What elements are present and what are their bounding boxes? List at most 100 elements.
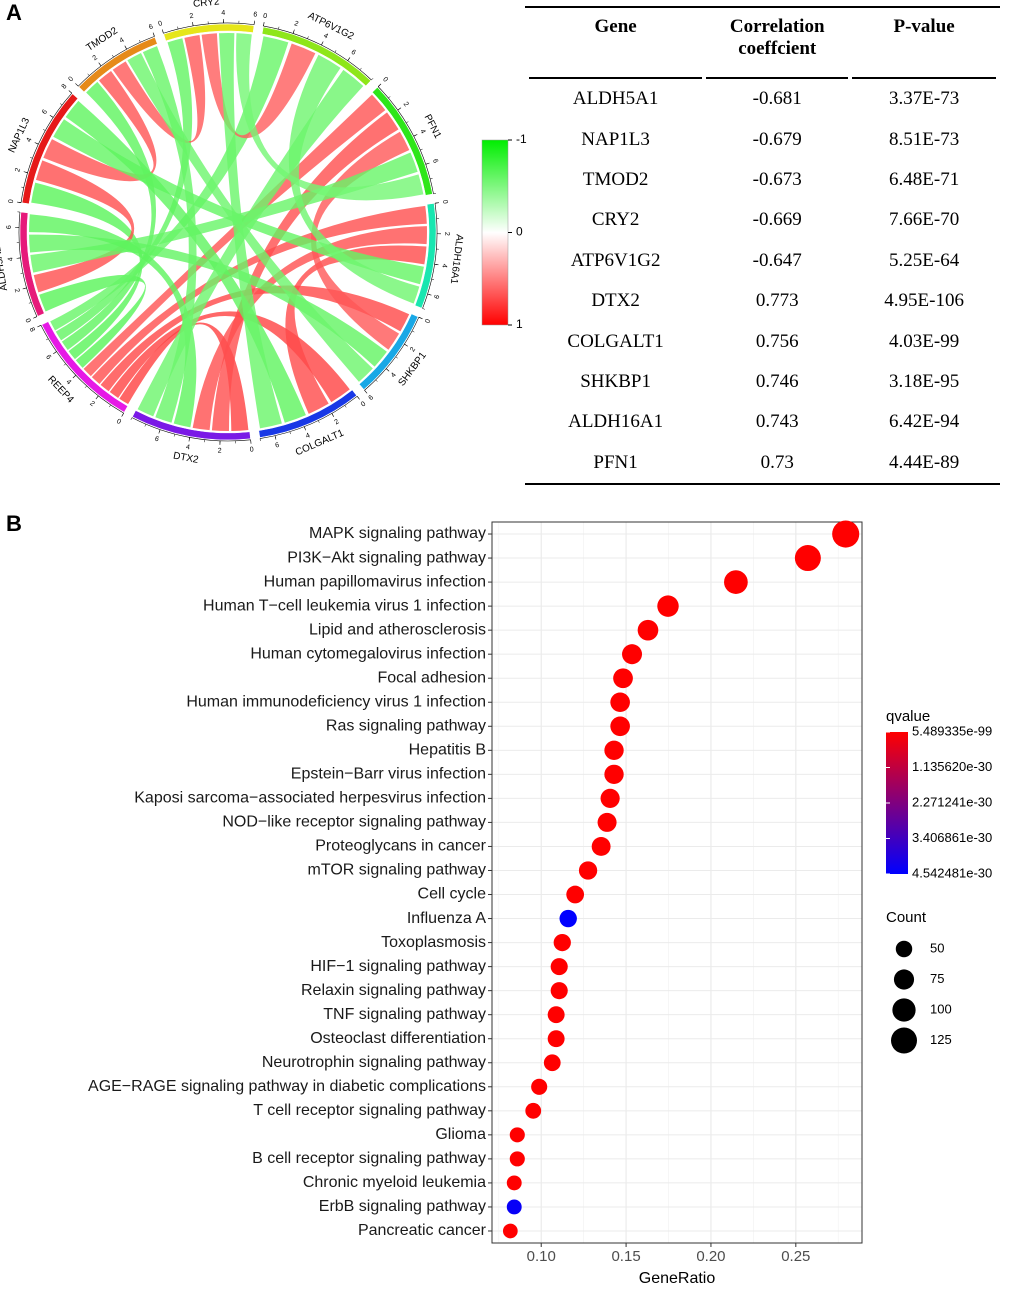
dot — [724, 570, 748, 594]
tick-label: 4 — [322, 32, 329, 40]
table-body: ALDH5A1 -0.681 3.37E-73 NAP1L3 -0.679 8.51E-7… — [529, 79, 996, 483]
y-tick-label: NOD−like receptor signaling pathway — [222, 814, 486, 831]
minor-tick — [84, 385, 87, 389]
table-cell: 5.25E-64 — [889, 249, 960, 271]
tick-mark — [274, 435, 277, 440]
table-row: NAP1L3 -0.679 8.51E-73 — [529, 119, 996, 159]
tick-mark — [292, 29, 295, 34]
legend-dot — [890, 1027, 918, 1054]
tick-mark — [161, 29, 164, 34]
minor-tick — [406, 121, 409, 124]
sector-arc — [19, 211, 45, 317]
tick-mark — [377, 83, 382, 87]
tick-mark — [152, 32, 155, 37]
minor-tick — [371, 77, 374, 81]
tick-mark — [418, 316, 423, 320]
sector-label: ALDH16A1 — [448, 234, 465, 285]
dot — [547, 1030, 565, 1048]
tick-label: 0 — [157, 20, 163, 28]
dot — [637, 619, 659, 641]
tick-label: 4 — [305, 432, 311, 440]
sector-label: SHKBP1 — [396, 350, 429, 389]
minor-tick — [430, 178, 433, 180]
table-cell: PFN1 — [593, 451, 638, 473]
y-tick-label: Human immunodeficiency virus 1 infection — [186, 693, 486, 710]
tick-label: 4 — [185, 444, 190, 452]
tick-label: 8 — [61, 83, 69, 91]
legend-title: qvalue — [886, 708, 930, 725]
sector-label: PFN1 — [422, 113, 444, 141]
sector-label: NAP1L3 — [7, 116, 33, 155]
table-cell: 6.42E-94 — [889, 411, 960, 433]
minor-tick — [63, 363, 66, 366]
table-row: ALDH16A1 0.743 6.42E-94 — [529, 402, 996, 442]
y-tick-label: Proteoglycans in cancer — [315, 838, 486, 855]
table-row: PFN1 0.73 4.44E-89 — [529, 443, 996, 483]
tick-label: 6 — [41, 109, 49, 116]
chord-link — [137, 69, 364, 417]
tick-label: 2 — [218, 448, 222, 455]
y-tick-label: AGE−RAGE signaling pathway in diabetic c… — [88, 1078, 486, 1095]
minor-tick — [87, 73, 90, 76]
minor-tick — [139, 39, 141, 43]
y-tick-label: mTOR signaling pathway — [308, 862, 486, 879]
y-tick-label: HIF−1 signaling pathway — [310, 958, 486, 975]
x-axis-title: GeneRatio — [639, 1270, 716, 1287]
minor-tick — [422, 308, 425, 310]
table-header-cell: P-value — [852, 8, 996, 79]
dot — [550, 982, 568, 1000]
tick-label: 2 — [14, 167, 22, 173]
y-tick-label: Hepatitis B — [409, 742, 486, 759]
tick-mark — [33, 316, 38, 319]
dot — [506, 1199, 522, 1215]
tick-label: 2 — [334, 418, 341, 426]
table-cell: 0.73 — [760, 451, 794, 473]
y-tick-label: Glioma — [435, 1126, 486, 1143]
x-tick-label: 0.25 — [781, 1248, 810, 1265]
table-row: ATP6V1G2 -0.647 5.25E-64 — [529, 241, 996, 281]
chord-link — [218, 32, 282, 429]
chord-link — [31, 182, 143, 360]
table-cell: -0.673 — [752, 168, 802, 190]
sector-axis — [40, 325, 124, 414]
y-tick-label: Relaxin signaling pathway — [301, 982, 486, 999]
minor-tick — [144, 424, 147, 427]
sector-arc — [21, 93, 79, 205]
y-tick-label: Ras signaling pathway — [326, 718, 486, 735]
plot-background — [492, 522, 862, 1243]
table-cell: -0.647 — [752, 249, 802, 271]
table-cell: CRY2 — [591, 209, 640, 231]
dot — [509, 1127, 525, 1143]
dot — [613, 668, 633, 689]
tick-mark — [95, 395, 99, 400]
tick-label: 0 — [441, 199, 448, 204]
table-header-cell: Correlation coeffcient — [706, 8, 849, 79]
dot — [597, 812, 617, 832]
table-cell: -0.669 — [752, 209, 802, 231]
chord-link — [39, 274, 146, 368]
sector-label: CRY2 — [193, 0, 221, 10]
sector-arc — [358, 313, 419, 390]
legend-dot — [892, 998, 916, 1022]
tick-label: 6 — [431, 158, 439, 164]
dot — [832, 520, 860, 548]
tick-label: 0 — [381, 76, 389, 84]
table-cell: 0.743 — [755, 411, 799, 433]
tick-label: 6 — [434, 294, 442, 300]
legend-label: 100 — [930, 1001, 952, 1016]
chord-link — [236, 33, 424, 201]
colorbar-label: 2.271241e-30 — [912, 794, 992, 809]
y-tick-label: Neurotrophin signaling pathway — [262, 1054, 486, 1071]
tick-mark — [364, 390, 368, 394]
tick-mark — [23, 171, 28, 174]
table-row: DTX2 0.773 4.95E-106 — [529, 281, 996, 321]
tick-label: 0 — [8, 199, 15, 204]
y-tick-label: Cell cycle — [418, 886, 487, 903]
tick-label: 2 — [13, 288, 21, 294]
tick-mark — [22, 287, 27, 290]
table-cell: 8.51E-73 — [889, 128, 960, 150]
dot — [604, 764, 624, 785]
sector-axis — [18, 212, 38, 317]
dot — [578, 861, 598, 880]
